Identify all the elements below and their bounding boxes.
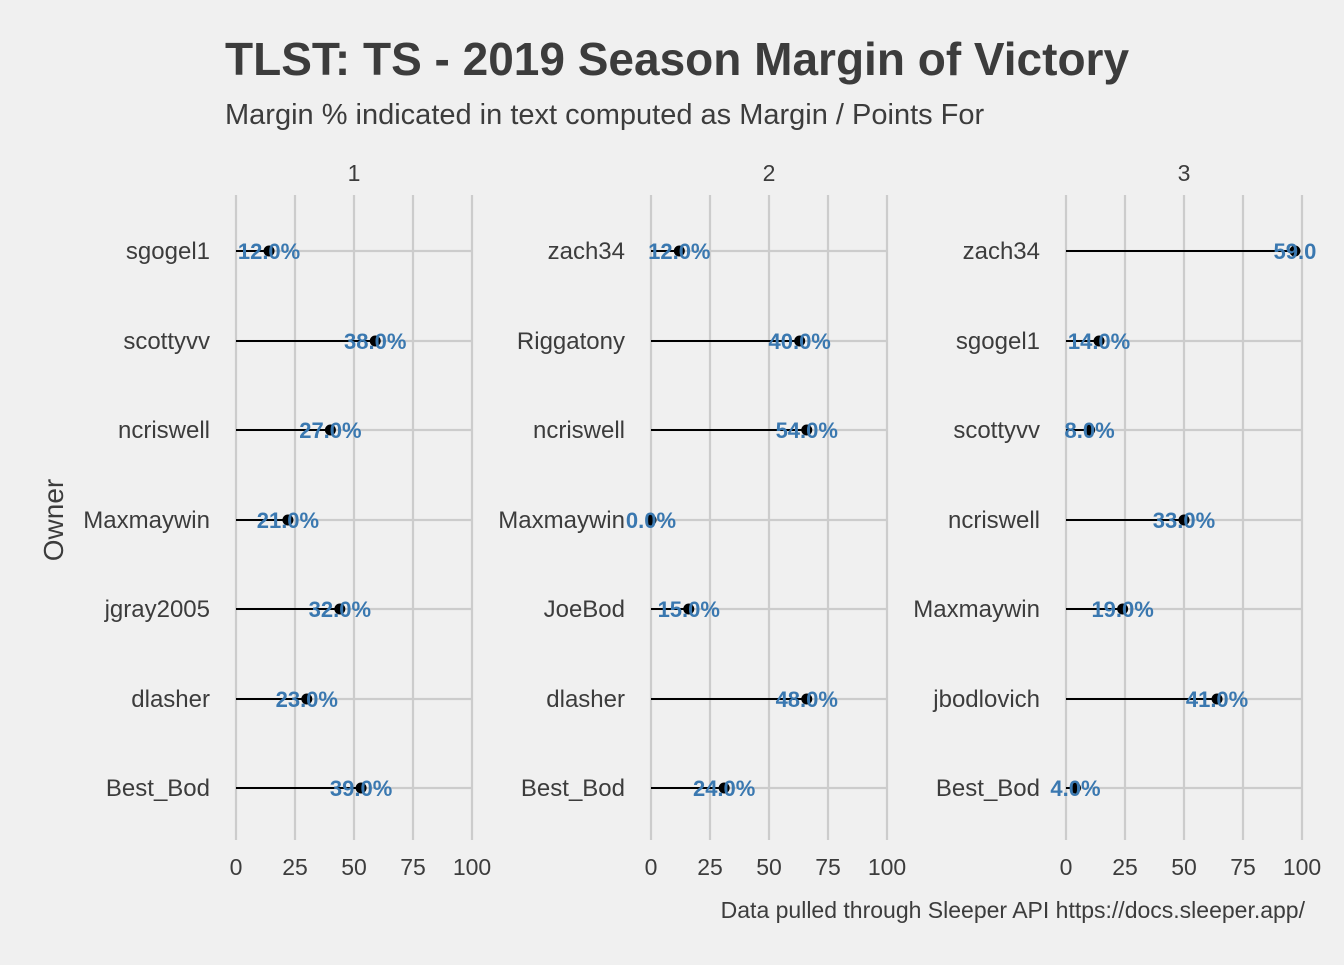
margin-pct-label: 38.0%: [344, 329, 406, 354]
owner-tick-label: zach34: [548, 238, 625, 265]
margin-pct-label: 4.0%: [1050, 776, 1100, 801]
lollipop-point: [263, 245, 275, 257]
owner-tick-label: Best_Bod: [936, 775, 1040, 802]
lollipop-point: [1211, 693, 1223, 705]
lollipop-point: [801, 424, 813, 436]
owner-tick-label: scottyvv: [953, 417, 1040, 444]
facet-panel-1: 1 0 25 50 75 100 sgogel1 12.0% scottyvv 38.0% ncri…: [83, 160, 491, 880]
lollipop-point: [334, 603, 346, 615]
lollipop-point: [1289, 245, 1301, 257]
margin-pct-label: 15.0%: [658, 597, 720, 622]
x-tick-label: 0: [1060, 854, 1073, 880]
lollipop-point: [645, 514, 657, 526]
x-tick-label: 0: [230, 854, 243, 880]
x-tick-label: 25: [697, 854, 723, 880]
owner-tick-label: jbodlovich: [932, 686, 1040, 713]
lollipop-point: [324, 424, 336, 436]
facet-label: 1: [348, 160, 361, 186]
owner-tick-label: zach34: [963, 238, 1040, 265]
x-tick-label: 100: [868, 854, 906, 880]
lollipop-point: [1069, 782, 1081, 794]
owner-tick-label: ncriswell: [533, 417, 625, 444]
owner-tick-label: sgogel1: [956, 328, 1040, 355]
lollipop-point: [794, 335, 806, 347]
margin-pct-label: 12.0%: [238, 239, 300, 264]
owner-tick-label: sgogel1: [126, 238, 210, 265]
margin-pct-label: 23.0%: [276, 687, 338, 712]
owner-tick-label: scottyvv: [123, 328, 210, 355]
owner-tick-label: Best_Bod: [521, 775, 625, 802]
x-tick-label: 50: [341, 854, 367, 880]
margin-pct-label: 32.0%: [309, 597, 371, 622]
margin-pct-label: 40.0%: [768, 329, 830, 354]
lollipop-point: [282, 514, 294, 526]
owner-tick-label: Maxmaywin: [83, 507, 210, 534]
owner-tick-label: Maxmaywin: [498, 507, 625, 534]
facet-panel-2: 2 0 25 50 75 100 zach34 12.0% Riggatony 40.0% ncri…: [498, 160, 906, 880]
facet-panel-3: 3 0 25 50 75 100 zach34 59.0 sgogel1 14.0% scottyv…: [913, 160, 1321, 880]
chart-caption: Data pulled through Sleeper API https://…: [721, 897, 1306, 923]
margin-pct-label: 12.0%: [648, 239, 710, 264]
margin-pct-label: 48.0%: [776, 687, 838, 712]
margin-pct-label: 21.0%: [257, 508, 319, 533]
owner-tick-label: Best_Bod: [106, 775, 210, 802]
chart-subtitle: Margin % indicated in text computed as M…: [225, 99, 985, 131]
lollipop-point: [718, 782, 730, 794]
x-tick-label: 75: [815, 854, 841, 880]
lollipop-point: [369, 335, 381, 347]
lollipop-point: [1084, 424, 1096, 436]
lollipop-point: [683, 603, 695, 615]
facet-label: 3: [1178, 160, 1191, 186]
owner-tick-label: ncriswell: [118, 417, 210, 444]
facet-label: 2: [763, 160, 776, 186]
owner-tick-label: Riggatony: [517, 328, 625, 355]
owner-tick-label: dlasher: [546, 686, 625, 713]
y-axis-label: Owner: [38, 479, 69, 561]
owner-tick-label: ncriswell: [948, 507, 1040, 534]
lollipop-point: [801, 693, 813, 705]
x-tick-label: 25: [1112, 854, 1138, 880]
margin-pct-label: 14.0%: [1068, 329, 1130, 354]
x-tick-label: 75: [400, 854, 426, 880]
chart-title: TLST: TS - 2019 Season Margin of Victory: [225, 33, 1129, 85]
margin-pct-label: 39.0%: [330, 776, 392, 801]
margin-pct-label: 54.0%: [776, 418, 838, 443]
x-tick-label: 100: [1283, 854, 1321, 880]
lollipop-point: [1093, 335, 1105, 347]
lollipop-point: [301, 693, 313, 705]
x-tick-label: 0: [645, 854, 658, 880]
margin-pct-label: 41.0%: [1186, 687, 1248, 712]
margin-pct-label: 33.0%: [1153, 508, 1215, 533]
x-tick-label: 25: [282, 854, 308, 880]
owner-tick-label: Maxmaywin: [913, 596, 1040, 623]
x-tick-label: 50: [756, 854, 782, 880]
lollipop-point: [673, 245, 685, 257]
margin-pct-label: 27.0%: [299, 418, 361, 443]
x-tick-label: 75: [1230, 854, 1256, 880]
owner-tick-label: jgray2005: [104, 596, 210, 623]
x-tick-label: 50: [1171, 854, 1197, 880]
lollipop-point: [1178, 514, 1190, 526]
margin-pct-label: 24.0%: [693, 776, 755, 801]
margin-pct-label: 8.0%: [1065, 418, 1115, 443]
margin-pct-label: 0.0%: [626, 508, 676, 533]
x-tick-label: 100: [453, 854, 491, 880]
lollipop-point: [1117, 603, 1129, 615]
margin-pct-label: 59.0: [1274, 239, 1317, 264]
margin-pct-label: 19.0%: [1091, 597, 1153, 622]
owner-tick-label: JoeBod: [544, 596, 625, 623]
owner-tick-label: dlasher: [131, 686, 210, 713]
lollipop-point: [355, 782, 367, 794]
